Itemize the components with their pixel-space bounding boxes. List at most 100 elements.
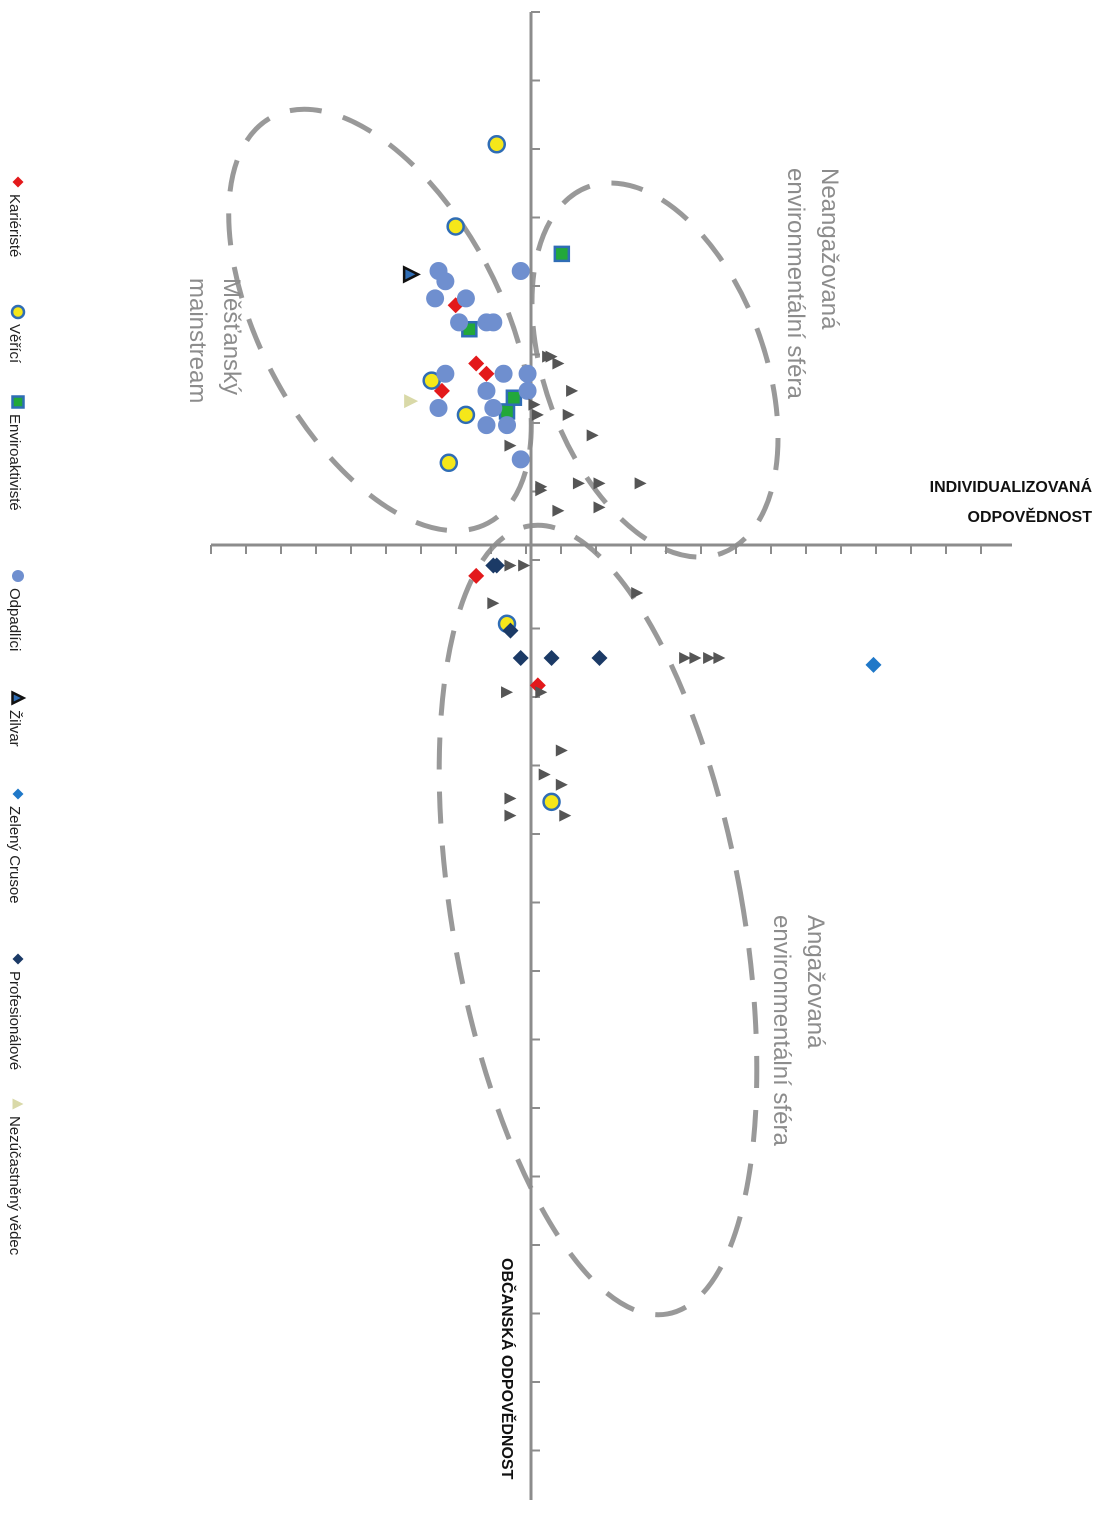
series-kariéristé xyxy=(433,297,546,694)
data-point xyxy=(555,744,568,757)
data-point xyxy=(529,677,546,694)
data-point xyxy=(591,650,608,667)
legend-item: Odpadlíci xyxy=(6,570,24,651)
data-point xyxy=(511,450,530,469)
data-point xyxy=(484,399,503,417)
data-point xyxy=(436,364,455,383)
data-point xyxy=(631,586,644,599)
legend-marker xyxy=(12,1098,24,1110)
data-point xyxy=(703,652,716,665)
data-point xyxy=(504,809,517,822)
legend-marker xyxy=(12,176,24,188)
data-point xyxy=(543,650,560,667)
legend-label: Profesionálové xyxy=(6,971,23,1070)
legend-item: Enviroaktivisté xyxy=(6,395,25,511)
data-point xyxy=(450,313,469,332)
cluster-label-mestansky-1: Měšťanský xyxy=(218,278,245,395)
data-point xyxy=(429,399,448,417)
data-point xyxy=(468,355,485,372)
series-zelený-crusoe xyxy=(865,656,882,673)
data-point xyxy=(511,262,530,280)
data-point xyxy=(504,439,517,452)
axes xyxy=(210,11,1012,1500)
legend-item: Profesionálové xyxy=(6,953,24,1070)
data-point xyxy=(518,559,531,572)
series-odpadlíci xyxy=(426,262,537,469)
data-point xyxy=(538,768,551,781)
legend-item: Žilvar xyxy=(6,690,27,747)
data-point xyxy=(501,686,514,699)
cluster-label-angazovana-2: environmentální sféra xyxy=(768,915,795,1146)
legend-label: Věřící xyxy=(6,324,23,364)
data-point xyxy=(505,389,523,406)
legend-marker xyxy=(12,570,24,582)
data-point xyxy=(439,453,459,473)
cluster-label-neangazovana-2: environmentální sféra xyxy=(782,168,809,399)
legend-item: Kariéristé xyxy=(6,176,24,257)
legend-label: Nezúčastněný vědec xyxy=(6,1116,23,1256)
data-point xyxy=(487,135,506,154)
data-point xyxy=(484,313,503,332)
data-point xyxy=(404,394,419,409)
cluster-label-mestansky-2: mainstream xyxy=(184,278,211,403)
data-point xyxy=(542,792,561,812)
data-point xyxy=(566,384,579,397)
horizontal-axis-label-line2: ODPOVĚDNOST xyxy=(968,507,1093,526)
data-point xyxy=(485,557,502,574)
series-nezúčastněný-vědec xyxy=(404,394,419,409)
data-point xyxy=(634,477,647,490)
data-point xyxy=(446,217,465,236)
data-point xyxy=(436,272,455,291)
data-point xyxy=(562,408,575,421)
series-unlabeled xyxy=(487,350,726,822)
legend-item: Nezúčastněný vědec xyxy=(6,1098,24,1256)
chart-labels: INDIVIDUALIZOVANÁ ODPOVĚDNOST OBČANSKÁ ODP… xyxy=(184,168,1092,1480)
data-point xyxy=(494,364,513,383)
data-point xyxy=(689,652,702,665)
data-point xyxy=(502,622,519,639)
data-point xyxy=(487,597,500,610)
legend-item: Věřící xyxy=(6,304,26,364)
data-point xyxy=(545,350,558,363)
series-věřící xyxy=(422,135,561,812)
data-point xyxy=(679,652,692,665)
data-point xyxy=(478,365,495,382)
data-point xyxy=(535,686,548,699)
legend-marker xyxy=(12,953,24,965)
data-point xyxy=(518,381,537,400)
data-point xyxy=(865,656,882,673)
data-point xyxy=(593,501,606,514)
data-point xyxy=(535,484,548,497)
data-point xyxy=(559,809,572,822)
legend-marker xyxy=(11,690,27,706)
data-points xyxy=(402,135,882,822)
legend-label: Zelený Crusoe xyxy=(6,806,23,904)
data-point xyxy=(504,792,517,805)
cluster-outline-angazovana xyxy=(436,522,760,1318)
data-point xyxy=(456,405,476,425)
data-point xyxy=(586,429,599,442)
vertical-axis-label: OBČANSKÁ ODPOVĚDNOST xyxy=(498,1258,517,1480)
legend-label: Odpadlíci xyxy=(6,588,23,651)
data-point xyxy=(528,398,541,411)
data-point xyxy=(468,567,485,584)
legend: Kariéristé Věřící Enviroaktivisté Odpadlíci… xyxy=(6,176,27,1256)
series-žilvar xyxy=(402,265,421,284)
legend-marker xyxy=(11,395,25,409)
horizontal-axis-label-line1: INDIVIDUALIZOVANÁ xyxy=(930,477,1093,496)
data-point xyxy=(518,364,537,383)
legend-label: Enviroaktivisté xyxy=(6,414,23,511)
data-point xyxy=(504,559,517,572)
data-point xyxy=(553,245,571,263)
cluster-outline-mestansky xyxy=(226,106,534,534)
legend-item: Zelený Crusoe xyxy=(6,788,24,904)
cluster-label-neangazovana-1: Neangažovaná xyxy=(816,168,843,330)
legend-marker xyxy=(12,788,24,800)
data-point xyxy=(572,477,585,490)
data-point xyxy=(512,650,529,667)
legend-label: Žilvar xyxy=(6,710,23,747)
data-point xyxy=(477,416,496,435)
data-point xyxy=(426,289,445,308)
data-point xyxy=(555,778,568,791)
